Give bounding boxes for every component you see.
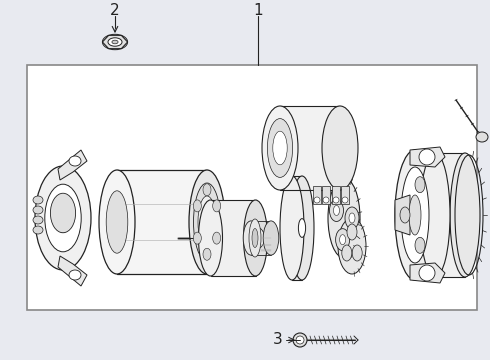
Ellipse shape bbox=[213, 200, 220, 212]
Text: 1: 1 bbox=[253, 3, 263, 18]
Ellipse shape bbox=[268, 118, 293, 177]
Ellipse shape bbox=[249, 219, 261, 257]
Ellipse shape bbox=[262, 106, 298, 190]
Ellipse shape bbox=[213, 232, 220, 244]
Ellipse shape bbox=[333, 197, 339, 203]
Ellipse shape bbox=[329, 199, 343, 221]
Bar bbox=[322, 186, 330, 204]
Ellipse shape bbox=[296, 336, 304, 344]
Ellipse shape bbox=[245, 226, 265, 249]
Ellipse shape bbox=[323, 197, 329, 203]
Bar bbox=[27, 65, 477, 310]
Ellipse shape bbox=[340, 235, 345, 245]
Ellipse shape bbox=[69, 156, 81, 166]
Ellipse shape bbox=[203, 184, 211, 196]
Ellipse shape bbox=[203, 248, 211, 260]
Ellipse shape bbox=[419, 149, 435, 165]
Bar bbox=[332, 186, 340, 204]
Ellipse shape bbox=[345, 207, 359, 229]
Ellipse shape bbox=[50, 193, 75, 233]
Ellipse shape bbox=[342, 197, 348, 203]
Ellipse shape bbox=[263, 221, 279, 255]
Polygon shape bbox=[410, 263, 445, 283]
Ellipse shape bbox=[409, 195, 421, 235]
Ellipse shape bbox=[33, 226, 43, 234]
Polygon shape bbox=[102, 35, 127, 49]
Ellipse shape bbox=[338, 218, 366, 274]
Polygon shape bbox=[292, 176, 302, 280]
Ellipse shape bbox=[336, 229, 349, 251]
Ellipse shape bbox=[33, 206, 43, 214]
Ellipse shape bbox=[352, 245, 362, 261]
Ellipse shape bbox=[198, 200, 222, 276]
Ellipse shape bbox=[252, 229, 258, 248]
Ellipse shape bbox=[322, 106, 358, 190]
Text: 2: 2 bbox=[110, 3, 120, 18]
Ellipse shape bbox=[245, 226, 265, 249]
Ellipse shape bbox=[298, 219, 306, 237]
Ellipse shape bbox=[198, 196, 216, 248]
Ellipse shape bbox=[419, 265, 435, 281]
Ellipse shape bbox=[35, 166, 91, 270]
Ellipse shape bbox=[112, 40, 118, 44]
Ellipse shape bbox=[349, 213, 355, 223]
Ellipse shape bbox=[108, 38, 122, 46]
Polygon shape bbox=[211, 200, 255, 276]
Polygon shape bbox=[280, 106, 340, 190]
Ellipse shape bbox=[244, 200, 268, 276]
Ellipse shape bbox=[106, 191, 128, 253]
Ellipse shape bbox=[55, 203, 71, 233]
Ellipse shape bbox=[293, 333, 307, 347]
Ellipse shape bbox=[245, 226, 265, 249]
Polygon shape bbox=[410, 147, 445, 167]
Ellipse shape bbox=[99, 170, 135, 274]
Ellipse shape bbox=[334, 206, 340, 216]
Ellipse shape bbox=[420, 153, 450, 277]
Ellipse shape bbox=[69, 270, 81, 280]
Ellipse shape bbox=[45, 184, 81, 252]
Polygon shape bbox=[395, 195, 410, 235]
Ellipse shape bbox=[314, 197, 320, 203]
Ellipse shape bbox=[33, 216, 43, 224]
Bar bbox=[341, 186, 349, 204]
Bar bbox=[313, 186, 321, 204]
Ellipse shape bbox=[245, 226, 265, 249]
Ellipse shape bbox=[33, 196, 43, 204]
Polygon shape bbox=[435, 153, 465, 277]
Ellipse shape bbox=[342, 245, 352, 261]
Ellipse shape bbox=[347, 224, 357, 240]
Ellipse shape bbox=[328, 178, 360, 258]
Ellipse shape bbox=[400, 207, 410, 223]
Ellipse shape bbox=[273, 131, 287, 165]
Ellipse shape bbox=[194, 183, 220, 261]
Ellipse shape bbox=[290, 176, 314, 280]
Ellipse shape bbox=[401, 167, 429, 263]
Ellipse shape bbox=[415, 237, 425, 253]
Polygon shape bbox=[58, 256, 87, 286]
Ellipse shape bbox=[450, 153, 480, 277]
Ellipse shape bbox=[280, 176, 304, 280]
Ellipse shape bbox=[194, 200, 201, 212]
Ellipse shape bbox=[395, 150, 435, 280]
Ellipse shape bbox=[189, 170, 225, 274]
Polygon shape bbox=[58, 150, 87, 180]
Ellipse shape bbox=[476, 132, 488, 142]
Ellipse shape bbox=[194, 232, 201, 244]
Polygon shape bbox=[251, 221, 271, 255]
Polygon shape bbox=[117, 170, 207, 274]
Ellipse shape bbox=[415, 177, 425, 193]
Ellipse shape bbox=[243, 221, 259, 255]
Text: 3: 3 bbox=[273, 333, 283, 347]
